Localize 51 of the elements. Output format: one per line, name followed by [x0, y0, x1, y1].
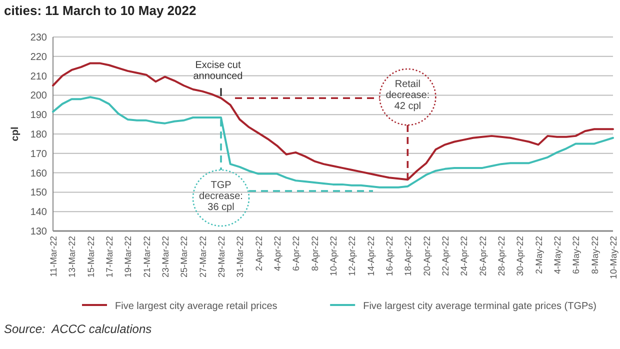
x-tick-label: 18-Apr-22	[403, 236, 414, 276]
x-tick-label: 6-May-22	[571, 236, 582, 274]
x-tick-label: 24-Apr-22	[459, 236, 470, 276]
x-tick-label: 2-May-22	[534, 236, 544, 274]
x-tick-label: 29-Mar-22	[216, 236, 226, 278]
y-tick-label: 220	[30, 52, 48, 63]
y-tick-label: 230	[30, 32, 48, 44]
x-tick-label: 25-Mar-22	[179, 236, 190, 278]
y-axis-title: cpl	[10, 126, 21, 142]
x-tick-label: 12-Apr-22	[347, 236, 358, 276]
x-tick-label: 20-Apr-22	[422, 236, 432, 276]
x-tick-label: 8-May-22	[590, 236, 600, 274]
x-tick-label: 21-Mar-22	[142, 236, 152, 278]
y-tick-label: 170	[30, 148, 48, 160]
legend-label: Five largest city average terminal gate prices (TGPs)	[363, 301, 597, 312]
x-tick-label: 4-May-22	[552, 236, 562, 274]
x-tick-label: 27-Mar-22	[198, 236, 208, 278]
x-tick-label: 22-Apr-22	[440, 236, 450, 276]
x-tick-label: 19-Mar-22	[123, 236, 134, 278]
x-tick-label: 16-Apr-22	[384, 236, 394, 276]
y-tick-label: 160	[30, 168, 48, 180]
x-tick-label: 17-Mar-22	[104, 236, 114, 278]
x-tick-label: 11-Mar-22	[48, 236, 58, 277]
x-tick-label: 26-Apr-22	[478, 236, 488, 276]
annotation: Retail decrease: 42 cpl	[386, 79, 430, 112]
y-tick-label: 140	[30, 207, 48, 218]
source-note: Source: ACCC calculations	[4, 322, 152, 336]
x-tick-label: 8-Apr-22	[310, 236, 320, 272]
x-tick-label: 28-Apr-22	[496, 236, 506, 276]
line-series	[52, 62, 614, 181]
annotation: Excise cut announced	[193, 60, 243, 82]
y-tick-label: 210	[30, 71, 48, 82]
x-tick-label: 31-Mar-22	[235, 236, 246, 278]
legend-label: Five largest city average retail prices	[115, 301, 278, 312]
x-tick-label: 23-Mar-22	[160, 236, 170, 278]
x-tick-label: 2-Apr-22	[254, 236, 264, 272]
annotation: TGP decrease: 36 cpl	[199, 180, 243, 213]
x-tick-label: 6-Apr-22	[291, 236, 302, 272]
chart-title: cities: 11 March to 10 May 2022	[4, 3, 196, 18]
x-tick-label: 10-Apr-22	[328, 236, 338, 276]
x-tick-label: 10-May-22	[608, 236, 618, 280]
y-tick-label: 190	[30, 110, 48, 122]
x-tick-label: 30-Apr-22	[515, 236, 526, 276]
y-tick-label: 130	[30, 226, 48, 238]
x-tick-label: 13-Mar-22	[67, 236, 78, 278]
x-tick-label: 14-Apr-22	[366, 236, 376, 276]
x-tick-label: 4-Apr-22	[272, 236, 282, 272]
y-tick-label: 180	[30, 130, 48, 140]
y-tick-label: 200	[30, 90, 48, 102]
y-tick-label: 150	[30, 188, 48, 199]
x-tick-label: 15-Mar-22	[86, 236, 96, 278]
